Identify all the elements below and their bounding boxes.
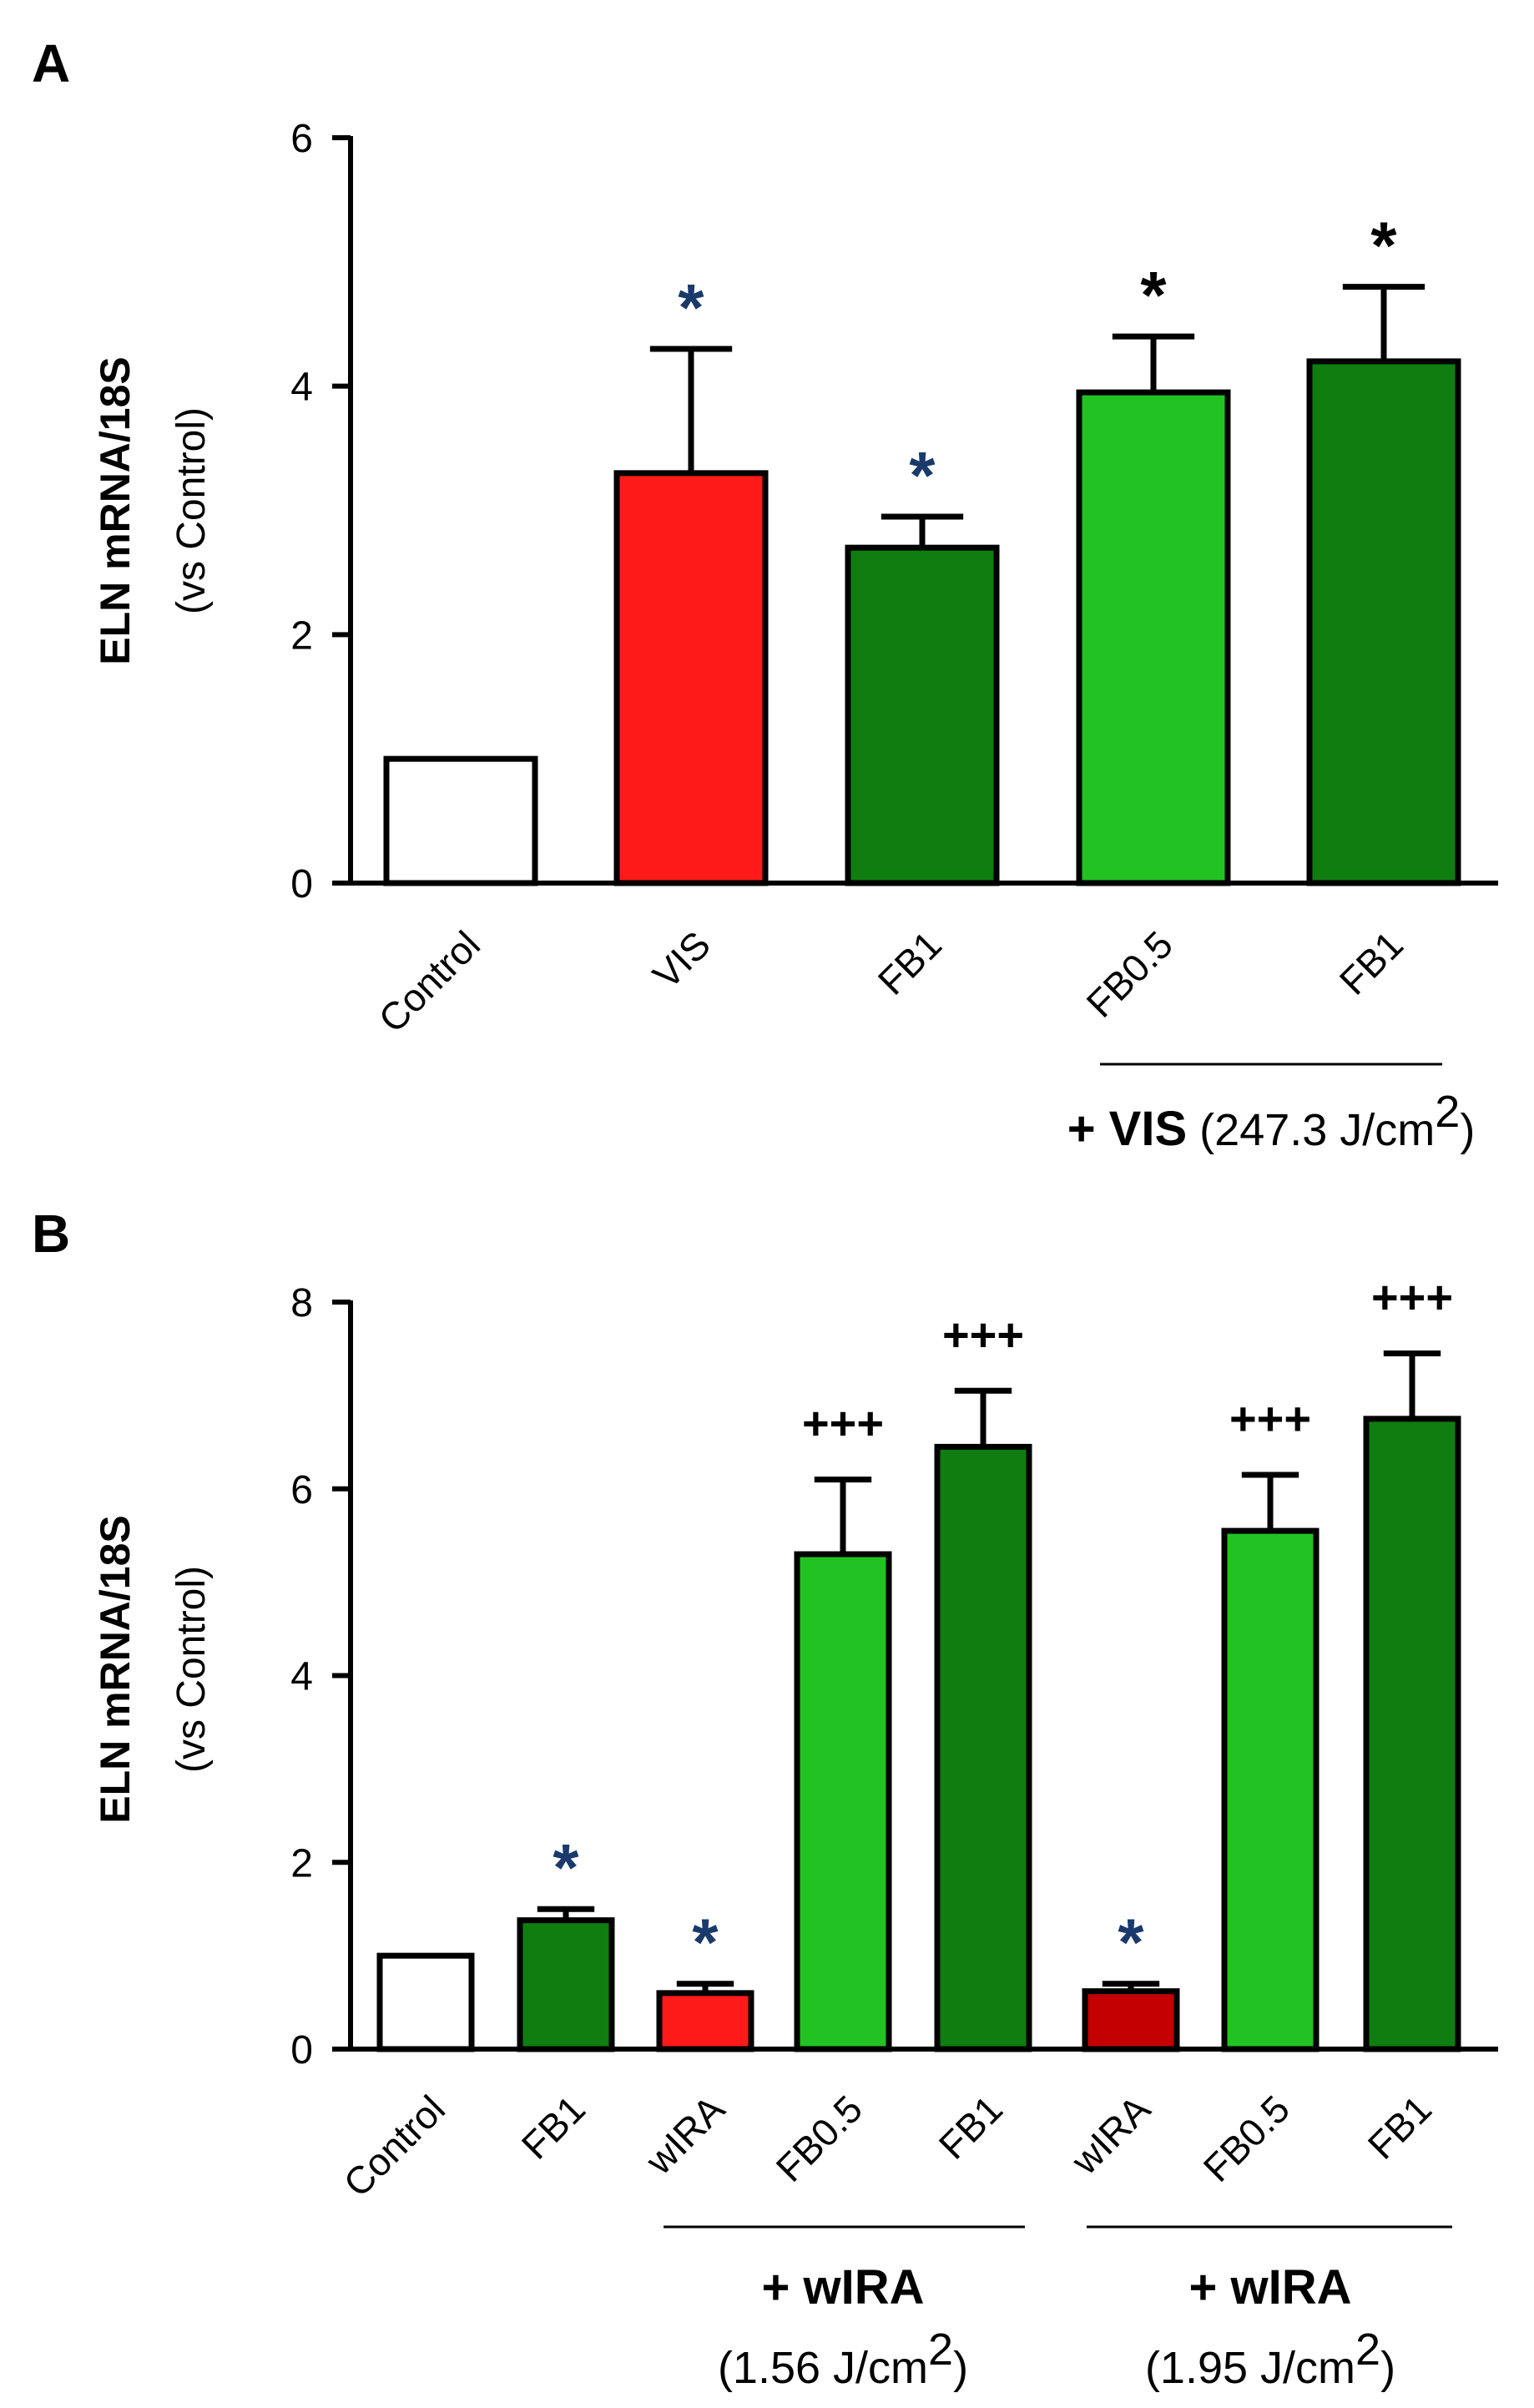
category-label: FB0.5 [768, 2087, 871, 2190]
y-tick-label: 8 [290, 1281, 313, 1325]
significance-marker: * [678, 270, 704, 345]
bar-fb1 [517, 1917, 615, 2052]
category-label: FB1 [870, 922, 950, 1002]
category-label: FB0.5 [1195, 2087, 1299, 2190]
y-tick-label: 0 [290, 2028, 313, 2072]
significance-marker: * [1140, 258, 1167, 332]
y-tick-label: 6 [290, 117, 313, 161]
significance-marker: +++ [1229, 1392, 1311, 1445]
significance-marker: * [1118, 1906, 1144, 1980]
group-label-sup: 2 [928, 2325, 953, 2375]
bar-vis [613, 470, 769, 886]
chart-panel-a: A ELN mRNA/18S (vs Control) 0 2 4 6 Control * VIS… [32, 33, 1498, 1156]
y-tick-label: 0 [290, 862, 313, 906]
y-tick-label: 6 [290, 1468, 313, 1512]
bar-fb1 [845, 544, 1000, 886]
category-label: wIRA [637, 2087, 733, 2183]
bar-wira [656, 1990, 754, 2052]
chart-panel-b: B ELN mRNA/18S (vs Control) 0 2 4 6 8 Control * FB… [32, 1204, 1498, 2393]
y-axis-label: ELN mRNA/18S [92, 1515, 139, 1824]
category-label: FB1 [513, 2087, 593, 2167]
bar-control [376, 1952, 475, 2052]
significance-marker: * [909, 438, 936, 512]
category-label: FB1 [931, 2087, 1011, 2167]
group-label-close: ) [1380, 2343, 1395, 2393]
group-label-close: ) [953, 2343, 968, 2393]
category-label: Control [370, 922, 488, 1041]
bar-fb1 [1306, 358, 1461, 886]
group-label-dose-line: (1.95 J/cm2) [1145, 2325, 1395, 2393]
panel-label: A [32, 33, 70, 93]
group-label-close: ) [1460, 1105, 1475, 1155]
group-label: + VIS (247.3 J/cm2) [1067, 1087, 1476, 1156]
significance-marker: +++ [802, 1397, 884, 1450]
bar-fb0-5 [1221, 1527, 1320, 2052]
significance-marker: +++ [1371, 1271, 1453, 1324]
group-label-treatment: + wIRA [1189, 2260, 1352, 2315]
y-axis-sublabel: (vs Control) [169, 1566, 214, 1773]
y-tick-label: 4 [290, 366, 313, 410]
category-label: VIS [644, 922, 719, 997]
category-label: FB1 [1360, 2087, 1440, 2167]
y-tick-label: 2 [290, 613, 313, 658]
y-axis-label: ELN mRNA/18S [92, 356, 139, 665]
category-label: FB1 [1331, 922, 1411, 1002]
group-label-dose: (247.3 J/cm [1187, 1105, 1435, 1155]
group-label-sup: 2 [1435, 1087, 1460, 1137]
y-axis-sublabel: (vs Control) [169, 407, 214, 614]
group-label-treatment: + VIS [1067, 1102, 1187, 1156]
bar-fb1 [934, 1443, 1032, 2052]
category-label: Control [335, 2087, 453, 2205]
panel-label: B [32, 1204, 70, 1264]
category-label: FB0.5 [1078, 922, 1182, 1026]
group-label-treatment: + wIRA [762, 2260, 925, 2315]
significance-marker: +++ [942, 1308, 1024, 1360]
significance-marker: * [553, 1830, 579, 1905]
group-label-sup: 2 [1355, 2325, 1380, 2375]
bar-fb1 [1363, 1416, 1461, 2052]
bar-wira [1082, 1988, 1180, 2052]
bar-control [383, 755, 538, 886]
significance-marker: * [692, 1906, 719, 1980]
category-label: wIRA [1062, 2087, 1158, 2183]
y-tick-label: 4 [290, 1655, 313, 1699]
group-label-dose-line: (1.56 J/cm2) [718, 2325, 968, 2393]
bar-fb0-5 [1076, 389, 1231, 886]
significance-marker: * [1370, 209, 1397, 283]
y-tick-label: 2 [290, 1841, 313, 1886]
group-label-dose: (1.56 J/cm [718, 2343, 928, 2393]
bar-fb0-5 [794, 1551, 892, 2052]
group-label-dose: (1.95 J/cm [1145, 2343, 1355, 2393]
